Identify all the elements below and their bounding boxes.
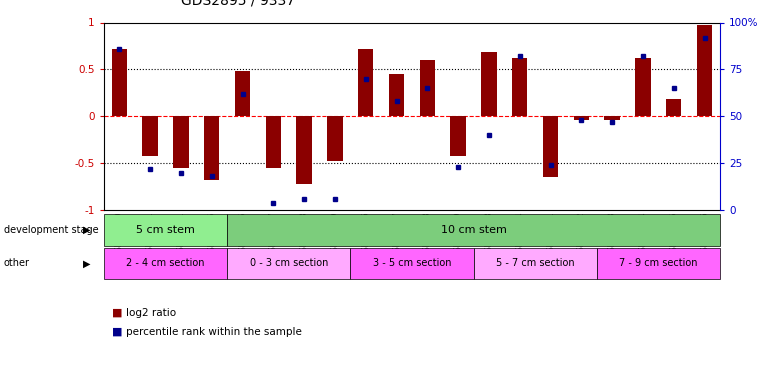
Text: log2 ratio: log2 ratio [126,308,176,318]
Bar [481,53,497,116]
Text: 10 cm stem: 10 cm stem [440,225,507,235]
Bar [266,116,281,168]
Bar [142,116,158,156]
Bar [235,71,250,116]
Text: ▶: ▶ [83,258,91,268]
Text: percentile rank within the sample: percentile rank within the sample [126,327,301,337]
Text: 7 - 9 cm section: 7 - 9 cm section [619,258,698,268]
Text: ■: ■ [112,327,122,337]
Text: 0 - 3 cm section: 0 - 3 cm section [249,258,328,268]
Text: other: other [4,258,30,268]
Text: 3 - 5 cm section: 3 - 5 cm section [373,258,451,268]
Text: ▶: ▶ [83,225,91,235]
Bar [420,60,435,116]
Text: development stage: development stage [4,225,99,235]
Bar [666,99,681,116]
Bar [296,116,312,184]
Bar [327,116,343,161]
Bar [574,116,589,120]
Text: 2 - 4 cm section: 2 - 4 cm section [126,258,205,268]
Bar [604,116,620,120]
Bar [512,58,527,116]
Bar [358,49,373,116]
Bar [450,116,466,156]
Bar [173,116,189,168]
Bar [697,26,712,116]
Text: 5 cm stem: 5 cm stem [136,225,195,235]
Bar [389,74,404,116]
Text: GDS2895 / 9337: GDS2895 / 9337 [181,0,295,8]
Bar [543,116,558,177]
Text: ■: ■ [112,308,122,318]
Text: 5 - 7 cm section: 5 - 7 cm section [496,258,574,268]
Bar [635,58,651,116]
Bar [112,49,127,116]
Bar [204,116,219,180]
